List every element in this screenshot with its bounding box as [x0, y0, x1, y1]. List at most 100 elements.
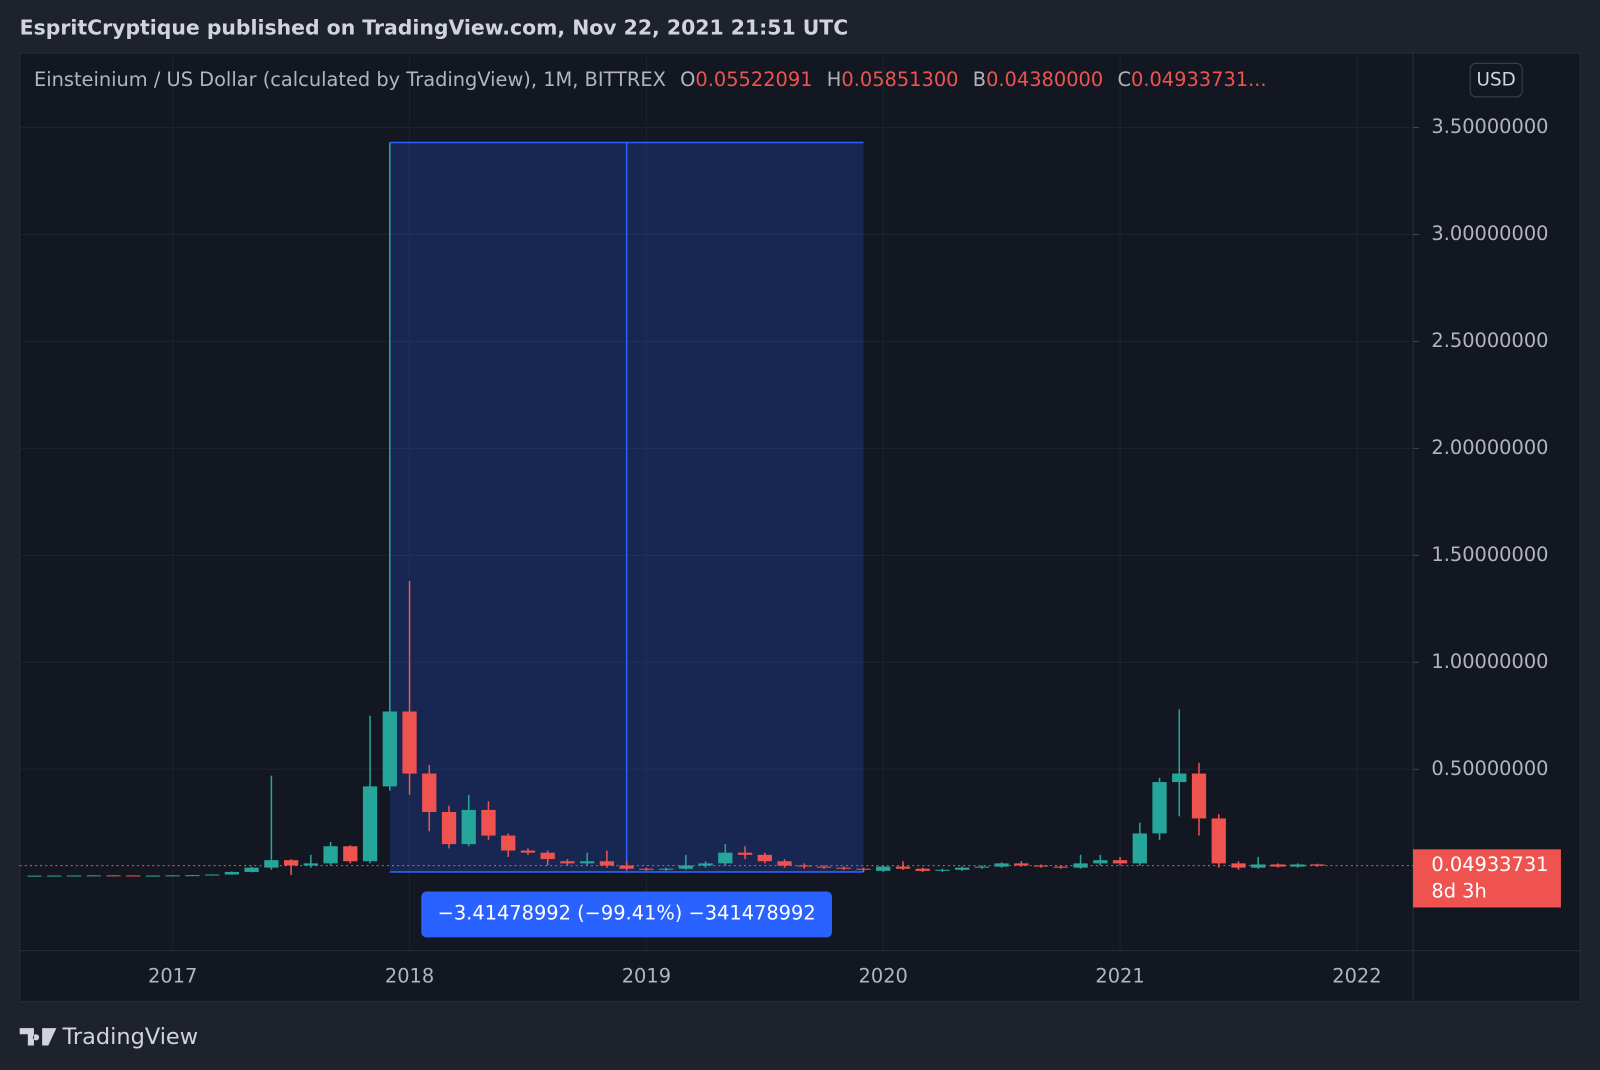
candle-body: [560, 861, 575, 864]
candle-body: [1172, 773, 1187, 783]
candle-body: [66, 875, 82, 877]
candle-body: [1251, 864, 1266, 868]
ohlc-value: 0.04380000: [986, 68, 1103, 91]
candle-body: [185, 875, 200, 877]
y-tick-label: 1.00000000: [1431, 650, 1548, 673]
candle-body: [402, 711, 417, 774]
candle-body: [1231, 863, 1246, 868]
candle-body: [876, 866, 891, 871]
ohlc-value: 0.05522091: [695, 68, 812, 91]
candle-body: [501, 835, 516, 851]
candle-body: [856, 868, 871, 870]
candle-body: [441, 812, 457, 845]
ohlc-key: C: [1117, 68, 1131, 91]
candle-body: [1152, 782, 1167, 834]
x-tick-label: 2020: [859, 965, 908, 988]
candle-body: [757, 854, 772, 862]
x-tick-label: 2022: [1332, 965, 1381, 988]
measure-label: −3.41478992 (−99.41%) −341478992: [438, 901, 816, 924]
candle-body: [1211, 818, 1226, 864]
x-tick-label: 2018: [385, 965, 434, 988]
candle-body: [126, 875, 141, 877]
candle-body: [520, 850, 536, 853]
y-tick-label: 2.50000000: [1431, 329, 1548, 352]
candle-body: [1014, 863, 1029, 866]
candle-body: [915, 868, 930, 871]
candle-body: [619, 865, 634, 869]
candle-body: [994, 863, 1009, 867]
y-tick-label: 3.50000000: [1431, 115, 1548, 138]
candle-body: [895, 866, 911, 869]
candle-body: [1191, 773, 1207, 819]
candle-body: [698, 863, 713, 866]
ohlc-key: H: [827, 68, 842, 91]
candle-body: [205, 874, 220, 876]
publish-line: EspritCryptique published on TradingView…: [20, 16, 849, 40]
candle-body: [816, 866, 832, 868]
plot: 0.50000000 1.00000000 1.50000000 2.00000000…: [19, 53, 1561, 988]
candle-body: [106, 875, 121, 877]
symbol: Einsteinium / US Dollar (calculated by T…: [34, 68, 666, 91]
currency[interactable]: USD: [1477, 70, 1516, 91]
logo: TradingView: [19, 1024, 199, 1050]
candle-body: [343, 846, 358, 862]
candle-body: [718, 852, 733, 864]
candle-body: [935, 869, 950, 871]
ohlc-value: 0.05851300: [841, 68, 958, 91]
ohlc-key: O: [680, 68, 695, 91]
ohlc-key: B: [973, 68, 986, 91]
candle-body: [737, 852, 753, 855]
candle-body: [283, 860, 299, 866]
legend: Einsteinium / US Dollar (calculated by T…: [34, 68, 1267, 91]
candle-body: [658, 868, 674, 870]
ohlc-value: 0.04933731...: [1131, 68, 1267, 91]
last-price-box: [1413, 849, 1561, 908]
candle-body: [1270, 864, 1286, 867]
candle-body: [1132, 833, 1147, 864]
candle-body: [86, 875, 101, 877]
chart-panel: [19, 52, 1581, 1003]
y-tick-label: 2.00000000: [1431, 436, 1548, 459]
currency-button[interactable]: [1469, 62, 1523, 98]
candle-body: [580, 861, 595, 864]
countdown: 8d 3h: [1431, 880, 1486, 903]
candle-body: [323, 846, 338, 864]
candle-body: [777, 861, 792, 866]
candle-body: [145, 875, 161, 877]
candle-body: [1093, 860, 1108, 864]
candle-body: [599, 861, 615, 866]
candle-body: [27, 875, 42, 877]
y-tick-label: 0.50000000: [1431, 757, 1548, 780]
candle-body: [422, 773, 437, 813]
candle-body: [47, 875, 62, 877]
x-tick-label: 2019: [622, 965, 671, 988]
candle-body: [224, 871, 240, 875]
candle-body: [1310, 864, 1325, 866]
measure-label-box: [421, 891, 832, 938]
candle-body: [382, 711, 397, 787]
x-tick-label: 2017: [148, 965, 197, 988]
candle-body: [1112, 860, 1128, 864]
candle-body: [678, 865, 693, 869]
candle-body: [955, 867, 970, 870]
candle-body: [303, 863, 318, 866]
candle-body: [1053, 866, 1068, 868]
x-tick-label: 2021: [1095, 965, 1144, 988]
candle-body: [836, 867, 851, 869]
candle-body: [244, 867, 259, 872]
candle-body: [797, 865, 812, 867]
y-tick-label: 1.50000000: [1431, 543, 1548, 566]
y-tick-label: 3.00000000: [1431, 222, 1548, 245]
candle-body: [362, 786, 378, 862]
candle-body: [264, 860, 279, 868]
candle-body: [540, 852, 555, 860]
last-price-label: 0.04933731: [1431, 853, 1548, 876]
brand: TradingView: [62, 1024, 199, 1050]
candle-body: [481, 809, 496, 836]
candle-body: [165, 875, 180, 877]
candle-body: [639, 868, 654, 870]
candle-body: [1290, 864, 1305, 867]
candle-body: [974, 866, 990, 868]
